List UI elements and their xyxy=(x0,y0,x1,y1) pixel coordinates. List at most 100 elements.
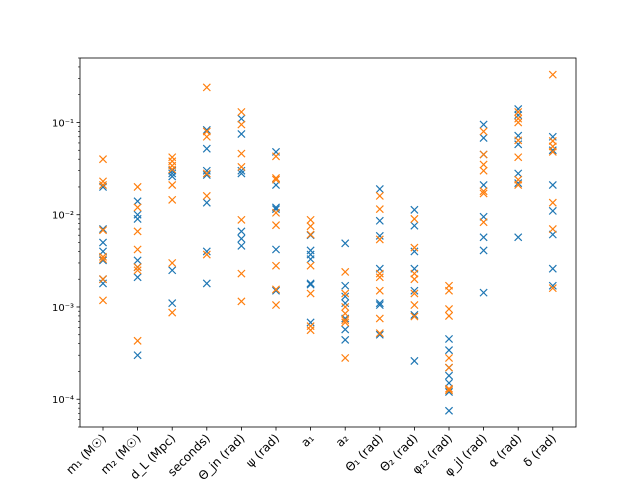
data-point-marker xyxy=(237,227,246,236)
data-point-marker xyxy=(341,281,350,290)
x-axis: m₁ (M☉)m₂ (M☉)d_L (Mpc)seconds)Θ_jn (rad… xyxy=(63,427,559,480)
data-point-marker xyxy=(271,285,281,294)
data-point-marker xyxy=(514,153,523,162)
data-point-marker xyxy=(375,301,384,310)
data-point-marker xyxy=(341,309,350,318)
data-point-marker xyxy=(271,173,281,183)
data-point-marker xyxy=(133,182,142,191)
data-point-marker xyxy=(202,132,211,141)
data-point-marker xyxy=(98,256,108,265)
data-point-marker xyxy=(375,216,384,225)
data-point-marker xyxy=(168,180,177,190)
data-point-marker xyxy=(168,161,177,170)
data-point-marker xyxy=(168,308,177,317)
data-point-marker xyxy=(479,288,488,297)
data-point-marker xyxy=(444,406,454,415)
data-point-marker xyxy=(202,170,211,179)
data-point-marker xyxy=(133,203,142,212)
data-point-marker xyxy=(133,256,142,265)
data-point-marker xyxy=(444,378,454,388)
data-point-marker xyxy=(444,386,454,395)
data-point-marker xyxy=(202,144,211,153)
data-point-marker xyxy=(514,118,523,127)
data-point-marker xyxy=(237,129,246,139)
data-point-marker xyxy=(133,266,142,275)
data-point-marker xyxy=(341,239,350,248)
plot-frame xyxy=(79,57,577,428)
data-point-marker xyxy=(306,230,315,239)
data-point-marker xyxy=(410,286,419,295)
data-point-marker xyxy=(133,336,142,345)
data-point-marker xyxy=(548,180,557,190)
data-point-marker xyxy=(237,120,246,129)
data-point-marker xyxy=(133,263,142,272)
data-point-marker xyxy=(514,104,523,114)
data-point-marker xyxy=(375,205,384,214)
data-point-marker xyxy=(341,353,350,363)
data-point-marker xyxy=(306,322,315,331)
data-point-marker xyxy=(375,299,384,308)
data-point-marker xyxy=(271,221,281,230)
data-point-marker xyxy=(479,246,488,255)
data-point-marker xyxy=(306,246,315,255)
plot-area xyxy=(79,57,577,428)
data-point-marker xyxy=(98,238,108,247)
data-point-marker xyxy=(479,187,488,196)
data-point-marker xyxy=(168,172,177,181)
data-point-marker xyxy=(444,305,454,314)
data-point-marker xyxy=(444,311,454,320)
data-point-marker xyxy=(375,286,384,295)
data-point-marker xyxy=(410,310,419,319)
data-point-marker xyxy=(237,162,246,171)
data-point-marker xyxy=(98,296,108,305)
data-point-marker xyxy=(98,155,108,164)
data-point-marker xyxy=(168,153,177,162)
data-point-marker xyxy=(168,165,177,174)
data-point-marker xyxy=(306,222,315,231)
data-point-marker xyxy=(168,195,177,204)
y-axis: 10⁻⁴ 10⁻³ 10⁻² 10⁻¹ xyxy=(52,57,80,428)
y-tick-label: 10⁻⁴ xyxy=(52,395,74,406)
data-point-marker xyxy=(341,292,350,301)
data-point-marker xyxy=(514,111,523,120)
data-point-marker xyxy=(341,267,350,276)
data-point-marker xyxy=(479,189,488,198)
data-point-marker xyxy=(444,353,454,363)
data-point-marker xyxy=(479,150,488,159)
data-point-marker xyxy=(202,279,211,288)
data-point-marker xyxy=(375,231,384,240)
data-point-marker xyxy=(375,269,384,278)
data-point-marker xyxy=(168,299,177,308)
data-point-marker xyxy=(202,198,211,207)
data-point-marker xyxy=(133,227,142,236)
data-point-marker xyxy=(479,160,488,169)
data-point-marker xyxy=(444,334,454,343)
data-point-marker xyxy=(479,133,488,142)
x-tick-label: a₁ xyxy=(298,431,317,450)
data-point-marker xyxy=(410,205,419,214)
data-point-marker xyxy=(410,275,419,284)
data-point-marker xyxy=(306,279,315,288)
data-point-marker xyxy=(341,335,350,344)
data-point-marker xyxy=(341,299,350,308)
data-point-marker xyxy=(271,245,281,254)
data-point-marker xyxy=(271,286,281,295)
data-point-marker xyxy=(410,301,419,310)
data-point-marker xyxy=(237,149,246,158)
data-point-marker xyxy=(237,241,246,250)
data-point-marker xyxy=(133,245,142,254)
data-point-marker xyxy=(202,169,211,178)
data-point-marker xyxy=(237,114,246,123)
data-point-marker xyxy=(98,180,108,190)
data-markers xyxy=(98,70,557,415)
data-point-marker xyxy=(306,318,315,327)
data-point-marker xyxy=(375,329,384,338)
data-point-marker xyxy=(548,70,557,79)
data-point-marker xyxy=(479,127,488,136)
data-point-marker xyxy=(410,312,419,321)
data-point-marker xyxy=(133,351,142,360)
data-point-marker xyxy=(306,255,315,264)
data-point-marker xyxy=(410,289,419,298)
data-point-marker xyxy=(271,205,281,214)
